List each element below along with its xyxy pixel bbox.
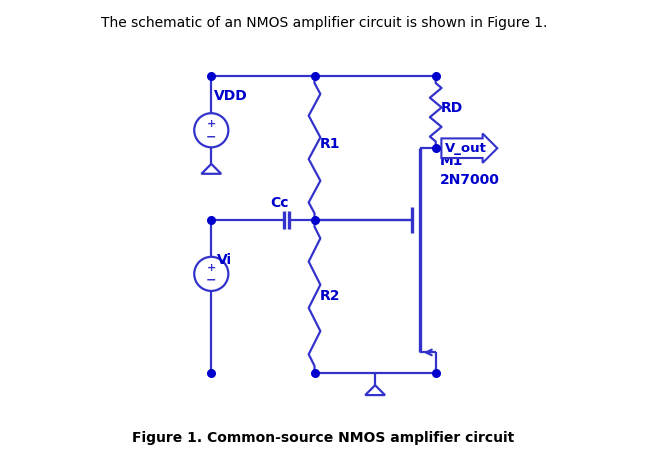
Text: The schematic of an NMOS amplifier circuit is shown in Figure 1.: The schematic of an NMOS amplifier circu… xyxy=(102,16,548,30)
Text: +: + xyxy=(206,262,216,273)
Text: −: − xyxy=(206,274,217,287)
Text: +: + xyxy=(206,119,216,129)
Text: Figure 1. Common-source NMOS amplifier circuit: Figure 1. Common-source NMOS amplifier c… xyxy=(133,431,514,445)
Text: RD: RD xyxy=(441,101,463,115)
Text: −: − xyxy=(206,130,217,143)
Text: M1: M1 xyxy=(440,153,464,168)
Text: Vi: Vi xyxy=(217,253,232,267)
Text: V_out: V_out xyxy=(444,142,487,155)
Text: VDD: VDD xyxy=(214,89,247,104)
Text: Cc: Cc xyxy=(270,196,289,210)
Text: 2N7000: 2N7000 xyxy=(440,173,500,187)
Text: R2: R2 xyxy=(320,289,340,303)
Text: R1: R1 xyxy=(320,137,340,151)
